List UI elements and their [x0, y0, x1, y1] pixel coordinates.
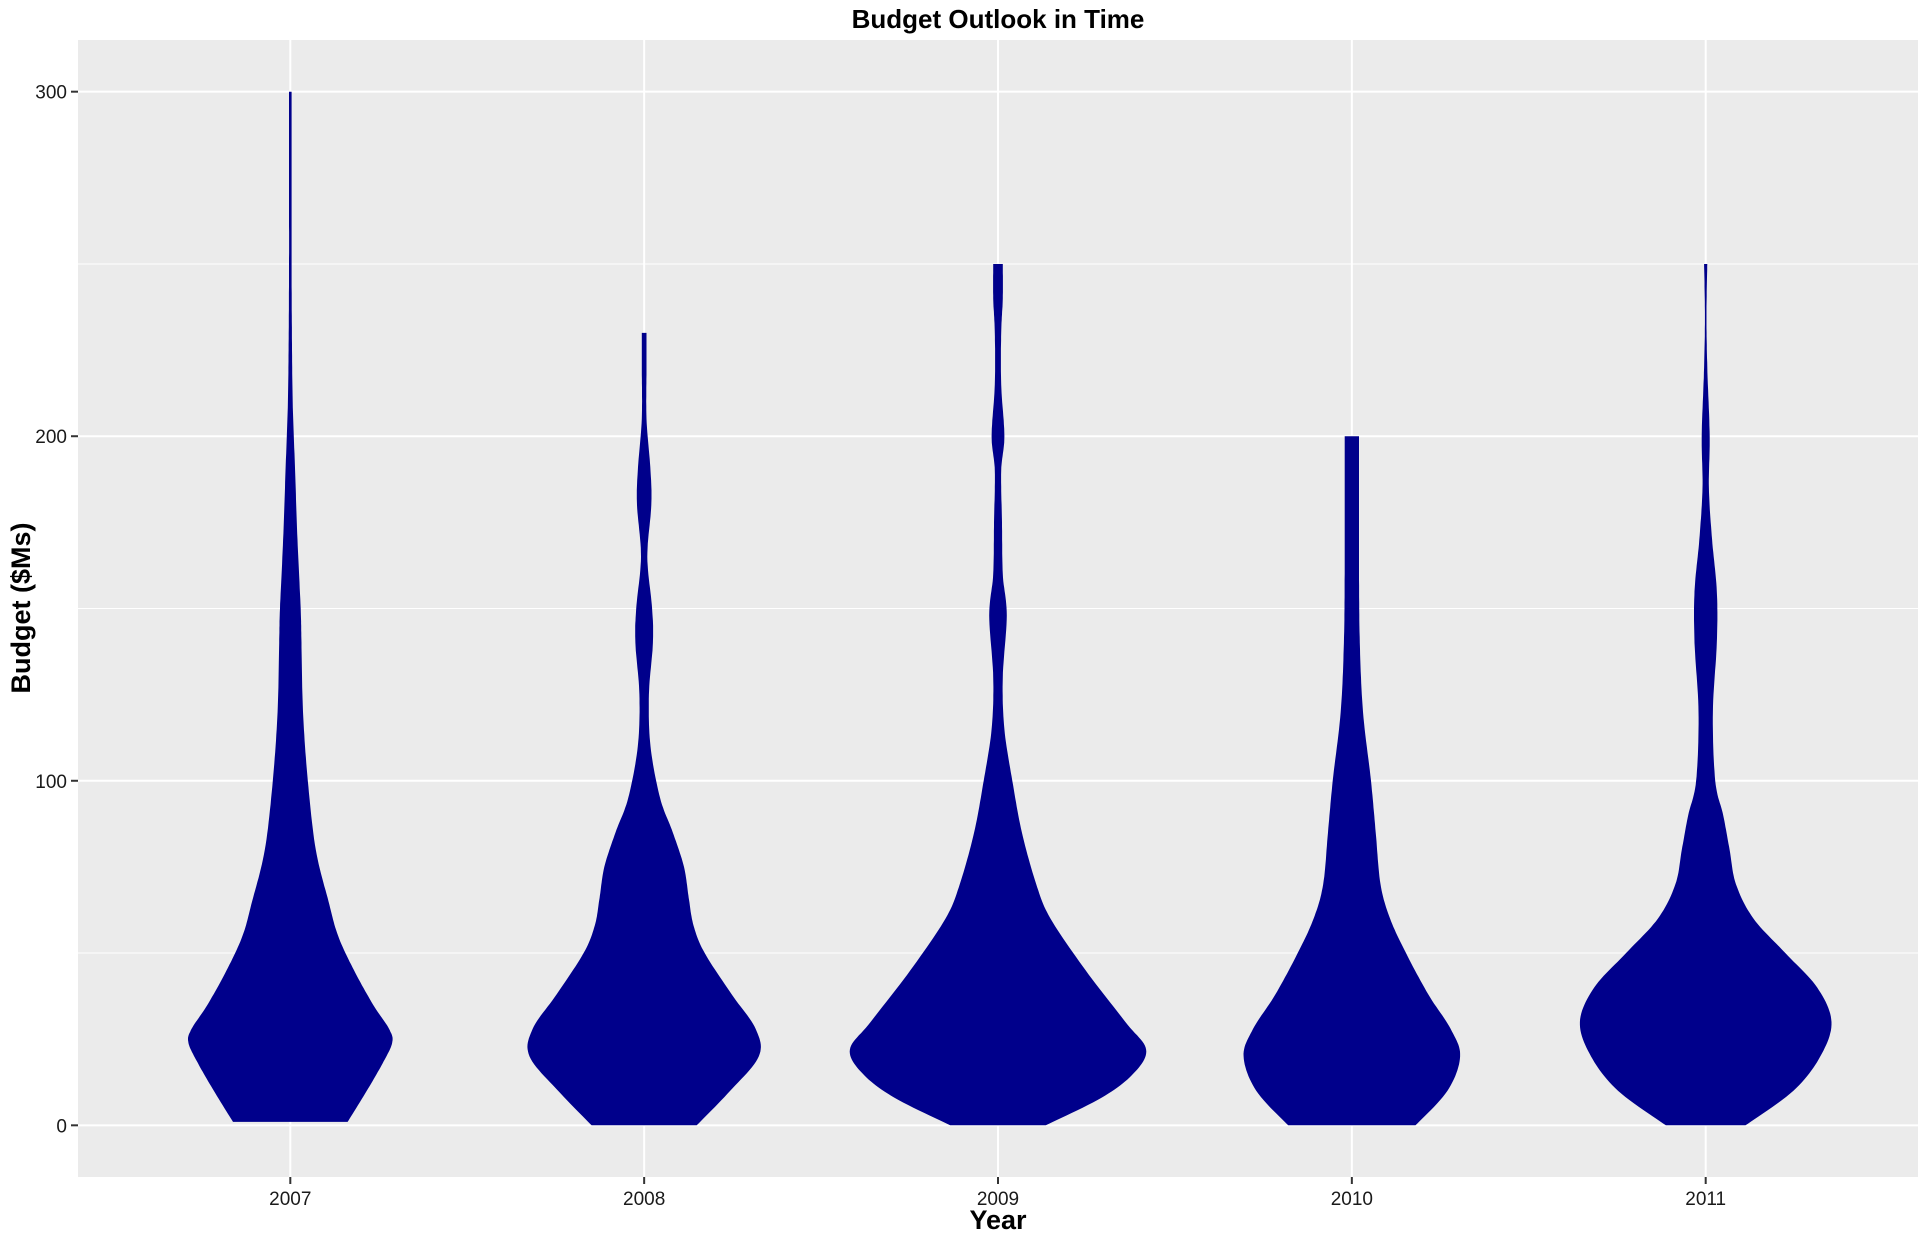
x-tick-label: 2007	[269, 1189, 311, 1210]
x-tick-label: 2011	[1685, 1189, 1726, 1210]
violin-2008	[527, 332, 761, 1126]
x-tick-label: 2010	[1331, 1189, 1373, 1210]
y-axis-title: Budget ($Ms)	[6, 523, 36, 694]
chart-title: Budget Outlook in Time	[852, 4, 1145, 34]
y-axis-ticks: 0 100 200 300	[35, 83, 78, 1137]
y-tick-label: 0	[56, 1116, 67, 1137]
violin-2010	[1243, 436, 1461, 1126]
y-tick-label: 200	[35, 427, 67, 448]
violins	[188, 91, 1832, 1126]
x-axis-title: Year	[969, 1205, 1027, 1235]
violin-2011	[1579, 264, 1832, 1126]
x-tick-label: 2009	[977, 1189, 1019, 1210]
y-tick-label: 100	[35, 772, 67, 793]
y-tick-label: 300	[35, 83, 67, 104]
x-axis-ticks: 2007 2008 2009 2010 2011	[269, 1177, 1726, 1210]
violin-2007	[188, 91, 393, 1122]
x-tick-label: 2008	[623, 1189, 665, 1210]
violin-2009	[849, 264, 1147, 1126]
